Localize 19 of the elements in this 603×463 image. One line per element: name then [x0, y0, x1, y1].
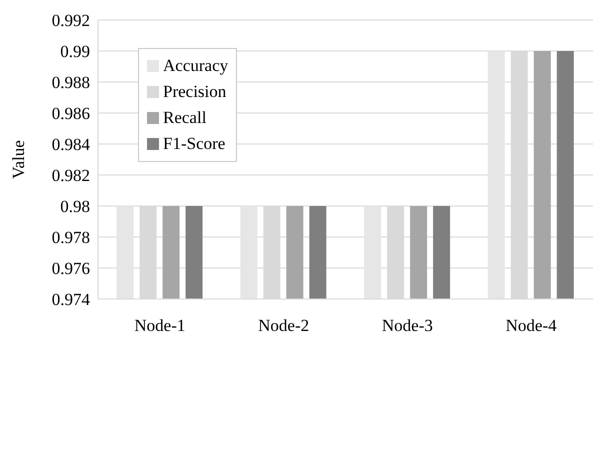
- y-tick-label: 0.978: [52, 228, 90, 248]
- y-tick-label: 0.976: [52, 259, 90, 278]
- y-axis-title: Value: [9, 140, 28, 179]
- y-tick-label: 0.986: [52, 104, 90, 124]
- y-tick-label: 0.992: [52, 11, 90, 30]
- x-tick-label: Node-2: [258, 316, 310, 336]
- y-tick-label: 0.974: [52, 290, 90, 310]
- legend-label: F1-Score: [163, 133, 226, 155]
- y-tick-label: 0.988: [52, 73, 90, 92]
- x-tick-label: Node-4: [506, 316, 558, 336]
- y-tick-label: 0.984: [52, 135, 90, 154]
- legend-label: Recall: [163, 107, 206, 129]
- y-tick-label: 0.99: [60, 42, 90, 62]
- legend-label: Accuracy: [163, 55, 228, 77]
- y-tick-label: 0.982: [52, 166, 90, 186]
- legend-label: Precision: [163, 81, 226, 103]
- x-tick-label: Node-1: [134, 316, 186, 336]
- x-tick-label: Node-3: [382, 316, 433, 336]
- y-tick-label: 0.98: [60, 197, 90, 216]
